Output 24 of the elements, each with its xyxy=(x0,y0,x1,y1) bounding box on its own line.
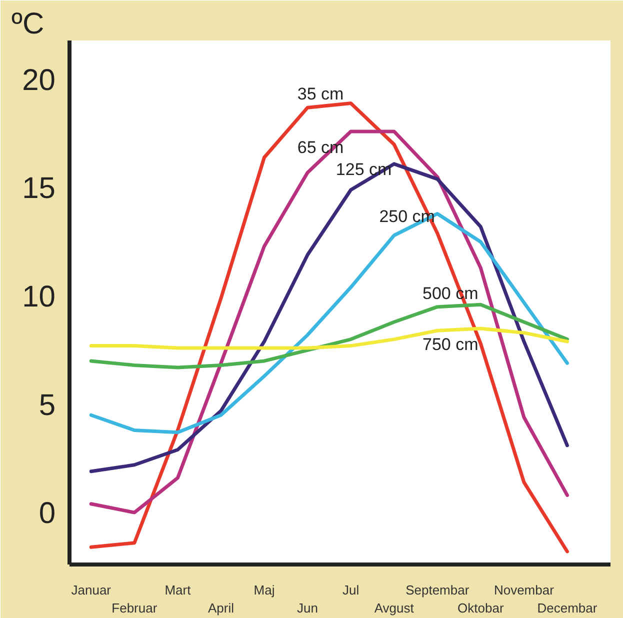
x-tick-label: Februar xyxy=(112,600,158,616)
x-tick-label: Jun xyxy=(297,600,318,616)
y-tick-label: 10 xyxy=(22,280,56,314)
series-label: 35 cm xyxy=(297,84,344,104)
x-tick-label: Mart xyxy=(164,582,192,598)
series-label: 750 cm xyxy=(422,335,478,354)
y-axis-title: ºC xyxy=(12,8,44,40)
y-tick-label: 20 xyxy=(22,64,56,97)
x-tick-label: Januar xyxy=(71,582,112,598)
x-tick-label: Novembar xyxy=(494,582,555,598)
line-series xyxy=(89,326,569,350)
line-series xyxy=(89,162,569,474)
x-tick-label: Oktobar xyxy=(458,600,504,616)
x-tick-label: Maj xyxy=(254,582,275,598)
x-tick-label: Avgust xyxy=(374,600,414,616)
line-series xyxy=(89,302,569,370)
y-tick-label: 0 xyxy=(38,497,56,530)
x-tick-label: Jul xyxy=(342,582,360,598)
y-tick-label: 5 xyxy=(38,388,56,422)
y-tick-label: 15 xyxy=(22,172,56,206)
line-series xyxy=(89,212,569,434)
x-tick-label: Septembar xyxy=(406,582,470,598)
x-tick-label: Decembar xyxy=(537,600,598,616)
x-tick-label: April xyxy=(208,600,234,616)
